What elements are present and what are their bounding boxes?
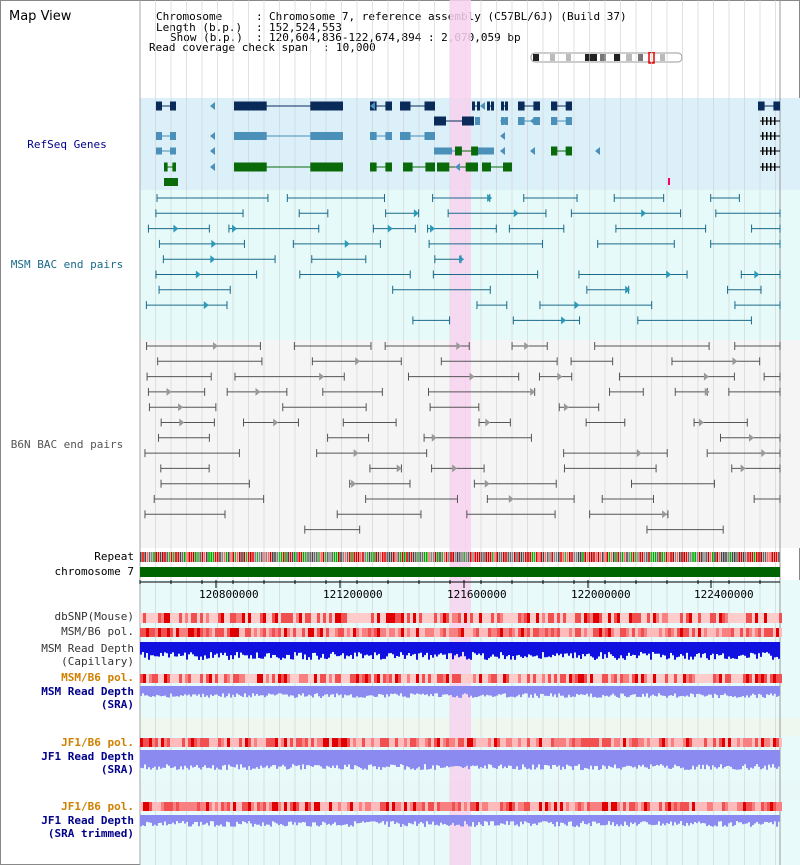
axis-tick-label-3: 121600000 <box>447 588 507 601</box>
refseq-gene-features <box>156 101 780 186</box>
track-label-repeat: Repeat <box>94 550 134 563</box>
header-chromosome-label: Chromosome <box>156 10 223 23</box>
header-length-value: 152,524,553 <box>269 21 342 34</box>
jf1-b6-pol-heatmap-1 <box>140 738 782 747</box>
track-label-jf1-depth-trim-2: (SRA trimmed) <box>47 827 134 840</box>
jf1-depth-sra-bars <box>140 750 780 770</box>
jf1-b6-pol-heatmap-2 <box>140 802 782 811</box>
track-label-msm-depth-capillary-1: MSM Read Depth <box>41 642 134 655</box>
page-title: Map View <box>9 9 72 24</box>
header-sep-3: : <box>256 31 263 44</box>
track-label-dbsnp: dbSNP(Mouse) <box>54 610 134 623</box>
track-label-msm-depth-sra-2: (SRA) <box>100 698 134 711</box>
axis-tick-label-1: 120800000 <box>199 588 259 601</box>
header-coverage-value: 10,000 <box>336 41 376 54</box>
chromosome-ideogram[interactable] <box>530 52 684 64</box>
track-label-jf1-depth-trim-1: JF1 Read Depth <box>41 814 134 827</box>
track-label-jf1-depth-sra-2: (SRA) <box>100 763 134 776</box>
dbsnp-heatmap <box>140 613 782 623</box>
axis-tick-label-4: 122000000 <box>571 588 631 601</box>
track-label-msm-bac: MSM BAC end pairs <box>10 258 124 271</box>
msm-b6-pol-heatmap-2 <box>140 674 782 683</box>
msm-bac-end-pairs <box>145 194 781 325</box>
track-label-msm-b6-pol-1: MSM/B6 pol. <box>61 625 134 638</box>
msm-depth-sra-bars <box>140 686 780 698</box>
track-label-chromosome: chromosome 7 <box>54 565 134 578</box>
msm-b6-pol-heatmap-1 <box>140 628 782 637</box>
track-label-msm-depth-capillary-2: (Capillary) <box>61 655 134 668</box>
position-axis <box>139 580 780 588</box>
track-label-msm-depth-sra-1: MSM Read Depth <box>41 685 134 698</box>
track-label-jf1-pol-1: JF1/B6 pol. <box>61 736 134 749</box>
header-sep-1: : <box>256 10 263 23</box>
repeat-track <box>140 552 780 562</box>
axis-tick-label-5: 122400000 <box>694 588 754 601</box>
track-label-jf1-depth-sra-1: JF1 Read Depth <box>41 750 134 763</box>
b6n-bac-end-pairs <box>144 342 781 534</box>
msm-depth-capillary-bars <box>140 642 780 660</box>
track-label-msm-b6-pol-2: MSM/B6 pol. <box>61 671 134 684</box>
track-label-refseq: RefSeq Genes <box>27 138 107 151</box>
header-sep-4: : <box>323 41 330 54</box>
track-label-b6n-bac: B6N BAC end pairs <box>10 438 124 451</box>
chromosome-bar <box>140 567 780 577</box>
axis-tick-label-2: 121200000 <box>323 588 383 601</box>
track-label-jf1-pol-2: JF1/B6 pol. <box>61 800 134 813</box>
header-sep-2: : <box>256 21 263 34</box>
region-highlight <box>450 0 471 865</box>
header-length-label: Length (b.p.) <box>156 21 243 34</box>
jf1-depth-trim-bars <box>140 815 780 827</box>
